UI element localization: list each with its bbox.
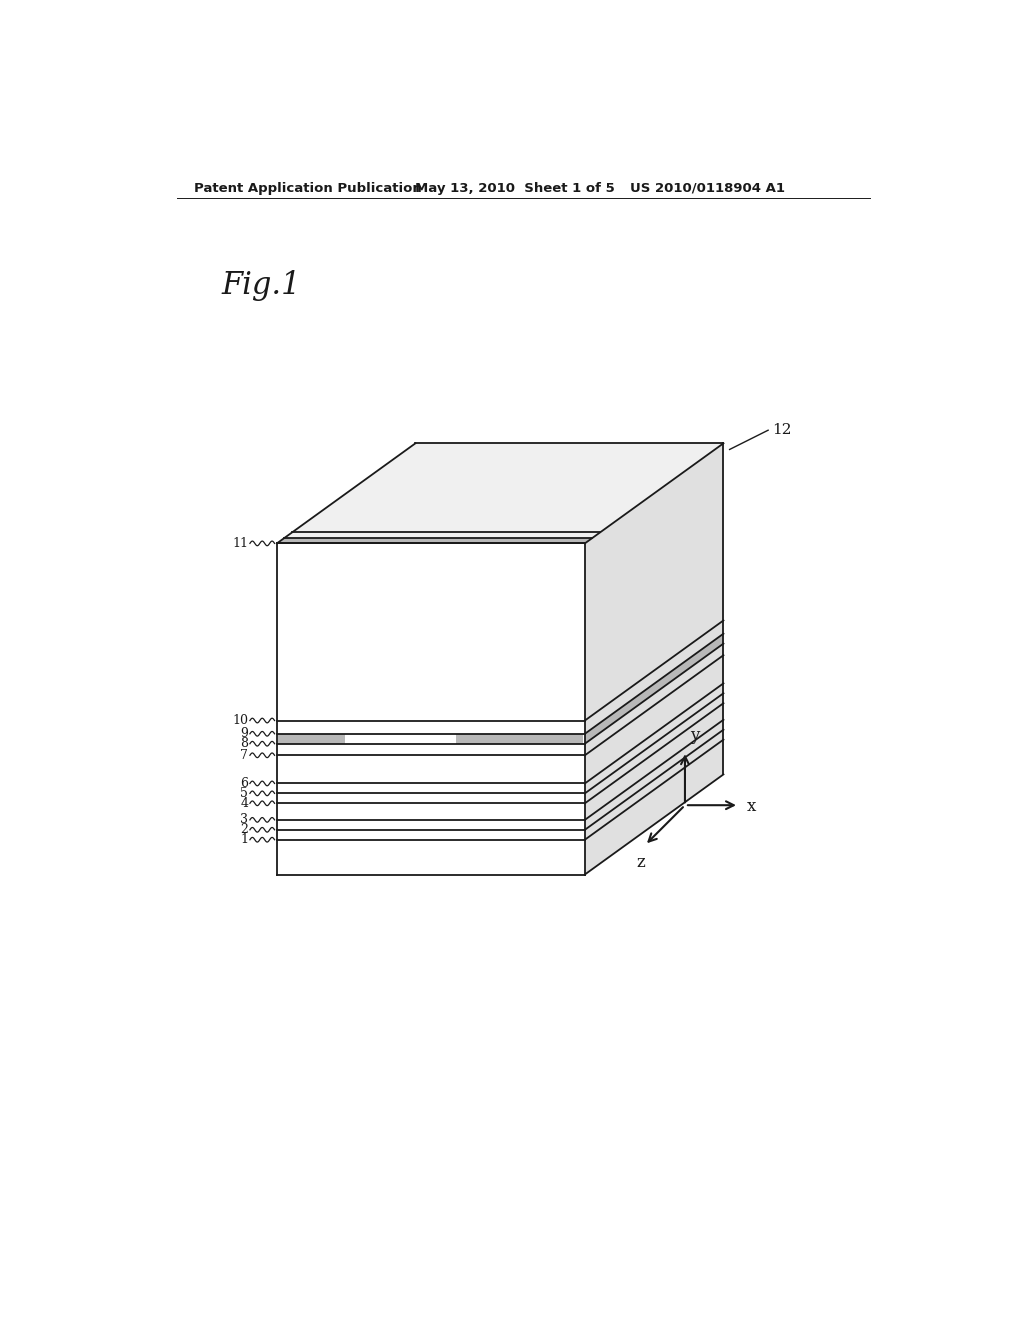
Text: Fig.1: Fig.1 [221, 271, 301, 301]
Text: 7: 7 [241, 748, 249, 762]
Text: 9: 9 [241, 727, 249, 741]
Polygon shape [276, 544, 585, 875]
Text: y: y [689, 726, 699, 743]
Text: 6: 6 [241, 777, 249, 789]
Text: 8: 8 [241, 737, 249, 750]
Text: 3: 3 [241, 813, 249, 826]
Text: 11: 11 [232, 537, 249, 550]
Text: 2: 2 [241, 824, 249, 837]
Polygon shape [456, 734, 584, 743]
Text: 4: 4 [241, 797, 249, 809]
Polygon shape [585, 444, 724, 875]
Text: x: x [746, 799, 756, 816]
Text: z: z [637, 854, 645, 871]
Text: 1: 1 [241, 833, 249, 846]
Polygon shape [276, 537, 593, 544]
Text: 10: 10 [232, 714, 249, 727]
Text: Patent Application Publication: Patent Application Publication [194, 182, 422, 194]
Text: 5: 5 [241, 787, 249, 800]
Polygon shape [279, 734, 345, 743]
Text: 12: 12 [772, 424, 792, 437]
Polygon shape [585, 634, 724, 743]
Text: US 2010/0118904 A1: US 2010/0118904 A1 [630, 182, 784, 194]
Text: May 13, 2010  Sheet 1 of 5: May 13, 2010 Sheet 1 of 5 [416, 182, 615, 194]
Polygon shape [276, 444, 724, 544]
